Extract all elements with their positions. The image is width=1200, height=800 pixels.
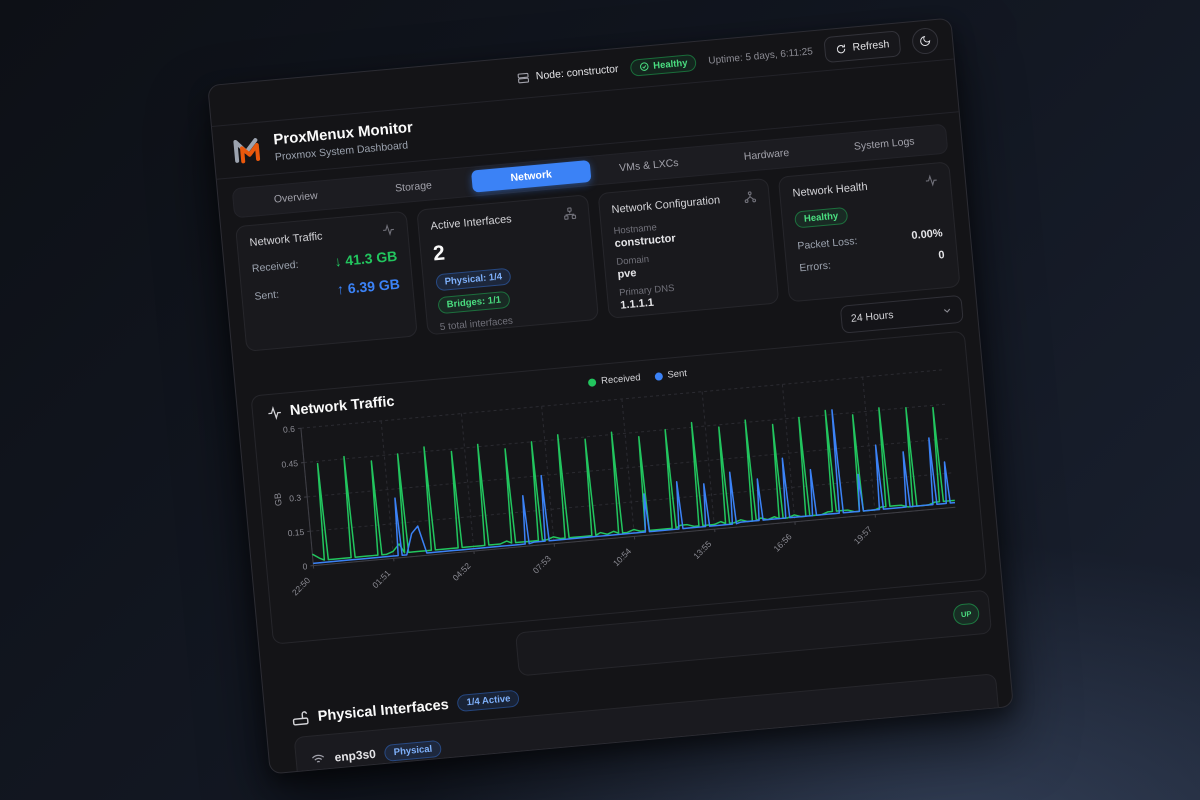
active-interfaces-card: Active Interfaces 2 Physical: 1/4 Bridge…: [416, 194, 599, 336]
svg-text:GB: GB: [272, 493, 283, 507]
bridges-count-badge: Bridges: 1/1: [437, 290, 511, 315]
errors-label: Errors:: [798, 259, 832, 275]
svg-text:19:57: 19:57: [852, 524, 874, 546]
svg-text:10:54: 10:54: [611, 546, 633, 568]
refresh-button[interactable]: Refresh: [823, 30, 902, 64]
svg-text:0.45: 0.45: [281, 458, 299, 469]
health-status-badge: Healthy: [629, 53, 698, 77]
check-circle-icon: [640, 62, 649, 71]
node-label: Node: constructor: [535, 62, 619, 83]
card-title: Active Interfaces: [430, 212, 513, 233]
svg-text:0.15: 0.15: [287, 527, 305, 538]
svg-text:01:51: 01:51: [370, 568, 392, 590]
card-title: Network Traffic: [249, 229, 324, 249]
app-header: ProxMenux Monitor Proxmox System Dashboa…: [211, 59, 959, 180]
tab-network[interactable]: Network: [471, 159, 592, 193]
packet-loss-label: Packet Loss:: [796, 235, 858, 253]
up-badge: UP: [952, 602, 981, 626]
tab-system-logs[interactable]: System Logs: [824, 128, 944, 161]
sent-dot: [654, 371, 663, 381]
network-configuration-card: Network Configuration Hostname construct…: [597, 177, 780, 319]
tab-vms-lxcs[interactable]: VMs & LXCs: [589, 149, 709, 182]
tab-storage[interactable]: Storage: [354, 171, 474, 204]
svg-text:0.3: 0.3: [289, 492, 302, 503]
active-count-badge: 1/4 Active: [456, 689, 521, 713]
svg-text:0: 0: [302, 561, 308, 571]
time-range-select[interactable]: 24 Hours: [839, 294, 964, 334]
sent-label: Sent:: [254, 288, 280, 303]
active-interfaces-count: 2: [432, 241, 446, 266]
server-icon: [517, 72, 530, 83]
router-icon: [292, 711, 309, 726]
section-title: Physical Interfaces: [317, 696, 450, 725]
network-health-card: Network Health Healthy Packet Loss: 0.00…: [778, 161, 961, 303]
network-nodes-icon: [563, 207, 576, 220]
card-title: Network Configuration: [611, 193, 721, 216]
dashboard-window: Node: constructor Healthy Uptime: 5 days…: [207, 17, 1014, 775]
physical-interfaces-section: Physical Interfaces 1/4 Active enp3s0 Ph…: [291, 646, 1001, 775]
sent-value: ↑ 6.39 GB: [336, 275, 401, 298]
total-interfaces-label: 5 total interfaces: [439, 315, 514, 334]
card-title: Network Health: [792, 180, 869, 200]
network-traffic-card: Network Traffic Received: ↓ 41.3 GB Sent…: [235, 210, 418, 352]
received-value: ↓ 41.3 GB: [333, 247, 398, 270]
time-range-value: 24 Hours: [850, 309, 894, 325]
svg-text:13:55: 13:55: [691, 539, 713, 561]
summary-cards: Network Traffic Received: ↓ 41.3 GB Sent…: [235, 161, 961, 352]
activity-icon: [925, 174, 937, 187]
received-label: Received:: [251, 258, 300, 275]
uptime-label: Uptime: 5 days, 6:11:25: [707, 45, 814, 67]
network-traffic-chart-card: Network Traffic Received Sent 0 0.15 0.3 0.…: [250, 330, 988, 645]
svg-text:04:52: 04:52: [450, 561, 472, 583]
tab-hardware[interactable]: Hardware: [707, 139, 827, 172]
proxmenux-logo: [233, 138, 261, 164]
received-dot: [587, 377, 597, 387]
refresh-icon: [837, 43, 846, 53]
health-card-badge: Healthy: [794, 206, 848, 229]
activity-icon: [382, 223, 394, 236]
activity-icon: [268, 405, 281, 420]
svg-text:22:50: 22:50: [290, 575, 312, 597]
moon-icon: [920, 35, 931, 46]
packet-loss-value: 0.00%: [910, 227, 944, 243]
errors-value: 0: [937, 249, 946, 262]
chevron-down-icon: [943, 308, 951, 313]
topology-icon: [744, 191, 757, 204]
topbar: Node: constructor Healthy Uptime: 5 days…: [208, 18, 954, 128]
traffic-chart-svg: 0 0.15 0.3 0.45 0.6 22:50 01:51 04:52 07:53 10:54…: [272, 369, 956, 597]
svg-text:07:53: 07:53: [531, 553, 553, 575]
physical-count-badge: Physical: 1/4: [435, 267, 512, 292]
theme-toggle-button[interactable]: [910, 26, 940, 56]
svg-text:0.6: 0.6: [283, 424, 296, 435]
interface-row-enp3s0[interactable]: enp3s0 Physical: [293, 673, 1001, 775]
node-indicator: Node: constructor: [516, 62, 619, 84]
interface-name: enp3s0: [333, 746, 377, 765]
wifi-icon: [311, 754, 325, 764]
svg-text:16:56: 16:56: [771, 531, 793, 553]
tab-overview[interactable]: Overview: [236, 181, 356, 214]
interface-type-badge: Physical: [384, 739, 442, 762]
